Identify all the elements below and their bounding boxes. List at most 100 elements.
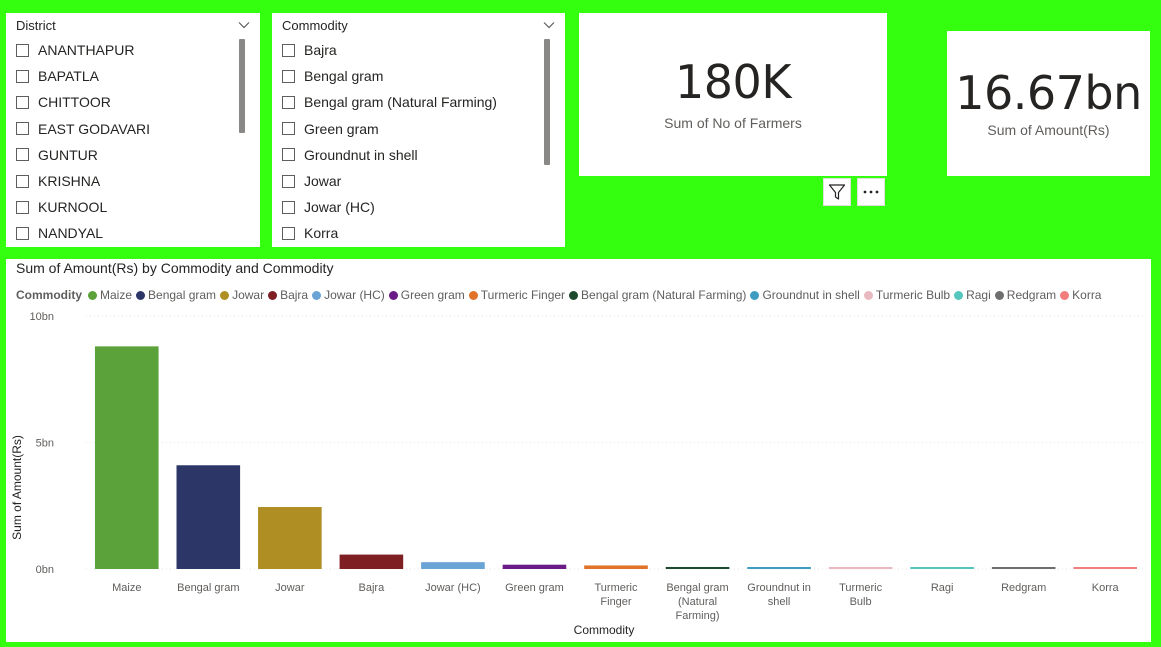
bar[interactable] <box>747 567 811 569</box>
legend-item[interactable]: Bengal gram <box>136 288 216 302</box>
slicer-item[interactable]: Jowar <box>282 168 555 194</box>
kpi-farmers-value: 180K <box>675 54 791 109</box>
slicer-item[interactable]: Bengal gram <box>282 63 555 89</box>
checkbox[interactable] <box>16 148 29 162</box>
checkbox[interactable] <box>16 200 29 214</box>
bar[interactable] <box>828 567 893 569</box>
slicer-item[interactable]: Jowar (HC) <box>282 194 555 220</box>
district-scrollbar[interactable] <box>239 39 245 133</box>
chevron-down-icon[interactable] <box>543 19 555 31</box>
commodity-scrollbar[interactable] <box>544 39 550 165</box>
kpi-card-amount[interactable]: 16.67bn Sum of Amount(Rs) <box>947 31 1150 176</box>
slicer-item-label: ANANTHAPUR <box>38 42 135 59</box>
legend-marker <box>750 290 760 300</box>
legend-item[interactable]: Turmeric Finger <box>468 288 565 302</box>
slicer-item[interactable]: EAST GODAVARI <box>16 116 250 142</box>
kpi-card-farmers[interactable]: 180K Sum of No of Farmers <box>579 13 887 176</box>
commodity-slicer-header[interactable]: Commodity <box>282 17 555 33</box>
more-options-icon <box>863 190 879 194</box>
bar[interactable] <box>176 465 241 569</box>
y-tick-label: 5bn <box>36 438 54 450</box>
legend-marker <box>994 290 1004 300</box>
legend-item[interactable]: Maize <box>88 288 132 302</box>
checkbox[interactable] <box>282 95 295 109</box>
commodity-slicer-title: Commodity <box>282 17 348 33</box>
checkbox[interactable] <box>282 69 295 83</box>
slicer-item-label: Bengal gram (Natural Farming) <box>304 94 497 111</box>
bar[interactable] <box>94 346 159 569</box>
x-tick-label: Korra <box>1092 582 1120 594</box>
filter-button[interactable] <box>823 178 851 206</box>
chart-plot: 0bn 5bn 10bn Maize Bengal gram Jowar Bajra Jowa… <box>10 311 1146 637</box>
slicer-item[interactable]: NANDYAL <box>16 220 250 246</box>
slicer-item-label: Bengal gram <box>304 68 384 85</box>
bar[interactable] <box>584 565 648 569</box>
checkbox[interactable] <box>16 174 29 188</box>
commodity-list: Bajra Bengal gram Bengal gram (Natural Far… <box>282 37 555 247</box>
slicer-item[interactable]: Bajra <box>282 37 555 63</box>
slicer-item[interactable]: Korra <box>282 220 555 246</box>
x-tick-label: Groundnut in shell <box>747 582 811 608</box>
legend-label: Jowar <box>232 288 265 302</box>
legend-item[interactable]: Bengal gram (Natural Farming) <box>569 288 746 302</box>
legend-item[interactable]: Turmeric Bulb <box>863 288 950 302</box>
bar[interactable] <box>910 567 974 569</box>
legend-item[interactable]: Green gram <box>388 288 465 302</box>
bar[interactable] <box>502 564 567 569</box>
slicer-item[interactable]: ANANTHAPUR <box>16 37 250 63</box>
bar[interactable] <box>991 567 1056 569</box>
bar-chart-card[interactable]: Sum of Amount(Rs) by Commodity and Commo… <box>6 259 1151 642</box>
bar[interactable] <box>339 554 404 569</box>
checkbox[interactable] <box>282 122 295 136</box>
bar[interactable] <box>421 562 485 569</box>
legend-marker <box>569 290 579 300</box>
district-list: ANANTHAPUR BAPATLA CHITTOOR EAST GODAVARI GU… <box>16 37 250 247</box>
bar[interactable] <box>665 566 730 569</box>
legend-item[interactable]: Groundnut in shell <box>750 288 860 302</box>
commodity-slicer: Commodity Bajra Bengal gram Bengal gram (N… <box>272 13 565 247</box>
legend-item[interactable]: Jowar (HC) <box>312 288 385 302</box>
legend-label: Ragi <box>966 288 991 302</box>
legend-item[interactable]: Bajra <box>268 288 308 302</box>
slicer-item[interactable]: KRISHNA <box>16 168 250 194</box>
slicer-item[interactable]: BAPATLA <box>16 63 250 89</box>
checkbox[interactable] <box>16 226 29 240</box>
chart-title: Sum of Amount(Rs) by Commodity and Commo… <box>16 260 334 276</box>
chevron-down-icon[interactable] <box>238 19 250 31</box>
legend-label: Redgram <box>1006 288 1057 302</box>
checkbox[interactable] <box>282 148 295 162</box>
slicer-item-label: Jowar (HC) <box>304 199 375 216</box>
slicer-item[interactable]: Bengal gram (Natural Farming) <box>282 89 555 115</box>
slicer-item[interactable]: GUNTUR <box>16 142 250 168</box>
checkbox[interactable] <box>282 43 295 57</box>
slicer-item[interactable]: Green gram <box>282 116 555 142</box>
checkbox[interactable] <box>282 226 295 240</box>
checkbox[interactable] <box>16 122 29 136</box>
slicer-item[interactable]: Groundnut in shell <box>282 142 555 168</box>
checkbox[interactable] <box>282 174 295 188</box>
x-tick-label: Maize <box>112 582 141 594</box>
slicer-item-label: KRISHNA <box>38 173 101 190</box>
checkbox[interactable] <box>282 200 295 214</box>
more-options-button[interactable] <box>857 178 885 206</box>
checkbox[interactable] <box>16 69 29 83</box>
district-slicer-header[interactable]: District <box>16 17 250 33</box>
legend-item[interactable]: Korra <box>1060 288 1101 302</box>
legend-item[interactable]: Ragi <box>954 288 991 302</box>
chart-legend: Commodity Maize Bengal gram Jowar Bajra Jowa… <box>16 288 1105 302</box>
legend-marker <box>388 290 398 300</box>
legend-item[interactable]: Jowar <box>220 288 264 302</box>
legend-marker <box>312 290 322 300</box>
x-tick-label: Bajra <box>359 582 386 594</box>
bar[interactable] <box>1073 567 1138 569</box>
checkbox[interactable] <box>16 43 29 57</box>
slicer-item[interactable]: KURNOOL <box>16 194 250 220</box>
slicer-item[interactable]: CHITTOOR <box>16 89 250 115</box>
bar[interactable] <box>258 507 322 569</box>
legend-marker <box>268 290 278 300</box>
slicer-item-label: EAST GODAVARI <box>38 120 151 137</box>
checkbox[interactable] <box>16 95 29 109</box>
slicer-item-label: Groundnut in shell <box>304 146 418 163</box>
slicer-item-label: Korra <box>304 225 339 242</box>
legend-item[interactable]: Redgram <box>994 288 1057 302</box>
